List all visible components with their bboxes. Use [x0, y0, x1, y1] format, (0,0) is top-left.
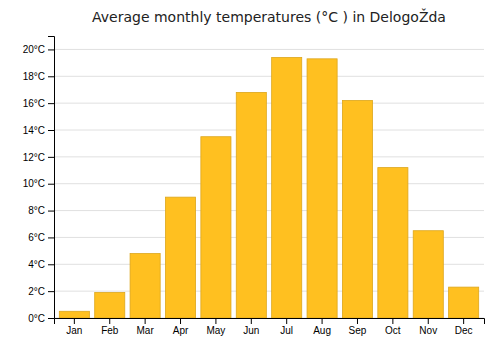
tick-label: Sep	[349, 325, 367, 336]
grid-line	[54, 76, 484, 77]
tick-mark	[322, 318, 323, 324]
tick-label: Apr	[173, 325, 189, 336]
bar	[130, 254, 160, 318]
tick-mark	[74, 318, 75, 324]
x-tick: Sep	[349, 318, 367, 336]
tick-mark	[286, 318, 287, 324]
grid-line	[54, 130, 484, 131]
tick-mark	[48, 211, 54, 212]
tick-mark	[48, 291, 54, 292]
bar	[59, 311, 89, 318]
axis-line	[55, 319, 485, 325]
x-axis: Jan Feb Mar Apr May Jun Jul Aug Sep Oct Nov Dec	[55, 318, 485, 336]
x-tick: Feb	[101, 318, 119, 336]
tick-mark	[48, 76, 54, 77]
tick-mark	[48, 264, 54, 265]
grid-line	[54, 103, 484, 104]
y-tick: 0°C	[28, 313, 54, 324]
y-tick: 10°C	[23, 178, 54, 189]
bar	[413, 231, 443, 318]
plot-area	[59, 57, 478, 318]
tick-mark	[48, 157, 54, 158]
tick-mark	[463, 318, 464, 324]
tick-label: Dec	[455, 325, 473, 336]
tick-label: 12°C	[23, 152, 45, 163]
y-axis: 0°C 2°C 4°C 6°C 8°C 10°C 12°C 14°C 16°C 18°C 20°C	[23, 37, 55, 324]
tick-label: Jul	[280, 325, 293, 336]
tick-label: Mar	[137, 325, 155, 336]
x-tick: Jul	[280, 318, 293, 336]
tick-mark	[428, 318, 429, 324]
x-tick: Jan	[66, 318, 82, 336]
tick-label: 14°C	[23, 125, 45, 136]
tick-label: 20°C	[23, 44, 45, 55]
y-tick: 6°C	[28, 232, 54, 243]
tick-label: 4°C	[28, 259, 45, 270]
grid-line	[54, 156, 484, 157]
grid	[54, 49, 484, 318]
title: Average monthly temperatures (°C ) in De…	[92, 8, 446, 25]
tick-mark	[48, 318, 54, 319]
bar	[307, 59, 337, 318]
bar	[95, 292, 125, 318]
tick-label: Jun	[243, 325, 259, 336]
x-tick: Jun	[243, 318, 259, 336]
tick-mark	[251, 318, 252, 324]
tick-mark	[357, 318, 358, 324]
x-tick: Dec	[455, 318, 473, 336]
bar	[378, 168, 408, 318]
tick-mark	[392, 318, 393, 324]
y-tick: 18°C	[23, 71, 54, 82]
tick-mark	[145, 318, 146, 324]
tick-label: Nov	[419, 325, 437, 336]
tick-mark	[48, 130, 54, 131]
x-tick: Oct	[385, 318, 401, 336]
y-tick: 14°C	[23, 125, 54, 136]
tick-label: 18°C	[23, 71, 45, 82]
y-tick: 12°C	[23, 152, 54, 163]
y-tick: 2°C	[28, 286, 54, 297]
x-tick: Mar	[137, 318, 155, 336]
bar	[236, 92, 266, 318]
bar	[272, 57, 302, 318]
tick-label: Jan	[66, 325, 82, 336]
grid-line	[54, 210, 484, 211]
tick-mark	[48, 49, 54, 50]
tick-label: Feb	[101, 325, 119, 336]
tick-mark	[48, 237, 54, 238]
tick-label: 16°C	[23, 98, 45, 109]
x-tick: May	[206, 318, 225, 336]
bar	[449, 287, 479, 318]
x-tick: Aug	[313, 318, 331, 336]
x-tick: Apr	[173, 318, 189, 336]
y-tick: 20°C	[23, 44, 54, 55]
tick-mark	[48, 103, 54, 104]
tick-label: 8°C	[28, 205, 45, 216]
bar	[165, 197, 195, 318]
bar	[201, 137, 231, 318]
grid-line	[54, 183, 484, 184]
y-tick: 4°C	[28, 259, 54, 270]
tick-label: 6°C	[28, 232, 45, 243]
tick-mark	[180, 318, 181, 324]
tick-label: 2°C	[28, 286, 45, 297]
tick-mark	[48, 184, 54, 185]
tick-label: May	[206, 325, 225, 336]
tick-label: Aug	[313, 325, 331, 336]
y-tick: 16°C	[23, 98, 54, 109]
chart: 0°C 2°C 4°C 6°C 8°C 10°C 12°C 14°C 16°C 18°C 20°C J…	[0, 0, 500, 350]
axis-line	[48, 37, 55, 319]
tick-mark	[215, 318, 216, 324]
tick-mark	[109, 318, 110, 324]
tick-label: Oct	[385, 325, 401, 336]
y-tick: 8°C	[28, 205, 54, 216]
tick-label: 0°C	[28, 313, 45, 324]
grid-line	[54, 49, 484, 50]
tick-label: 10°C	[23, 178, 45, 189]
bar	[342, 100, 372, 318]
x-tick: Nov	[419, 318, 437, 336]
